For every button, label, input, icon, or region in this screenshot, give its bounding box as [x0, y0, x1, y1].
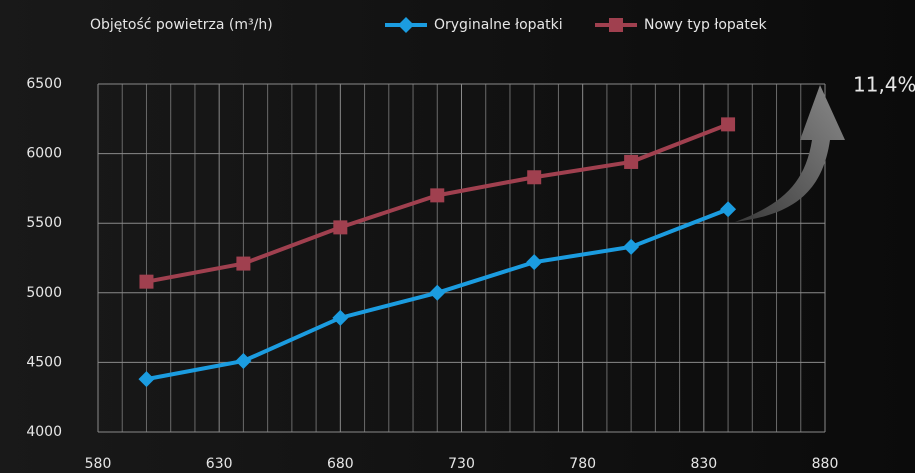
background [0, 0, 915, 473]
x-tick-label: 630 [206, 456, 233, 472]
x-tick-label: 780 [569, 456, 596, 472]
point [624, 155, 638, 169]
chart: 11,4% Objętość powietrza (m³/h) 580 630 68… [0, 0, 915, 473]
y-tick-label: 4000 [26, 424, 62, 440]
point [430, 188, 444, 202]
y-tick-label: 6500 [26, 76, 62, 92]
y-tick-label: 5000 [26, 285, 62, 301]
x-tick-label: 880 [812, 456, 839, 472]
point [527, 170, 541, 184]
x-tick-label: 830 [690, 456, 717, 472]
point [333, 220, 347, 234]
legend-label: Oryginalne łopatki [434, 17, 563, 33]
y-tick-label: 6000 [26, 146, 62, 162]
y-tick-label: 5500 [26, 215, 62, 231]
x-tick-label: 680 [327, 456, 354, 472]
point [236, 257, 250, 271]
point [721, 117, 735, 131]
annotation: 11,4% [853, 73, 915, 97]
legend-label: Nowy typ łopatek [644, 17, 767, 33]
chart-title: Objętość powietrza (m³/h) [90, 17, 273, 33]
point [139, 275, 153, 289]
y-tick-label: 4500 [26, 354, 62, 370]
x-tick-label: 730 [448, 456, 475, 472]
x-tick-label: 580 [85, 456, 112, 472]
point [609, 18, 623, 32]
